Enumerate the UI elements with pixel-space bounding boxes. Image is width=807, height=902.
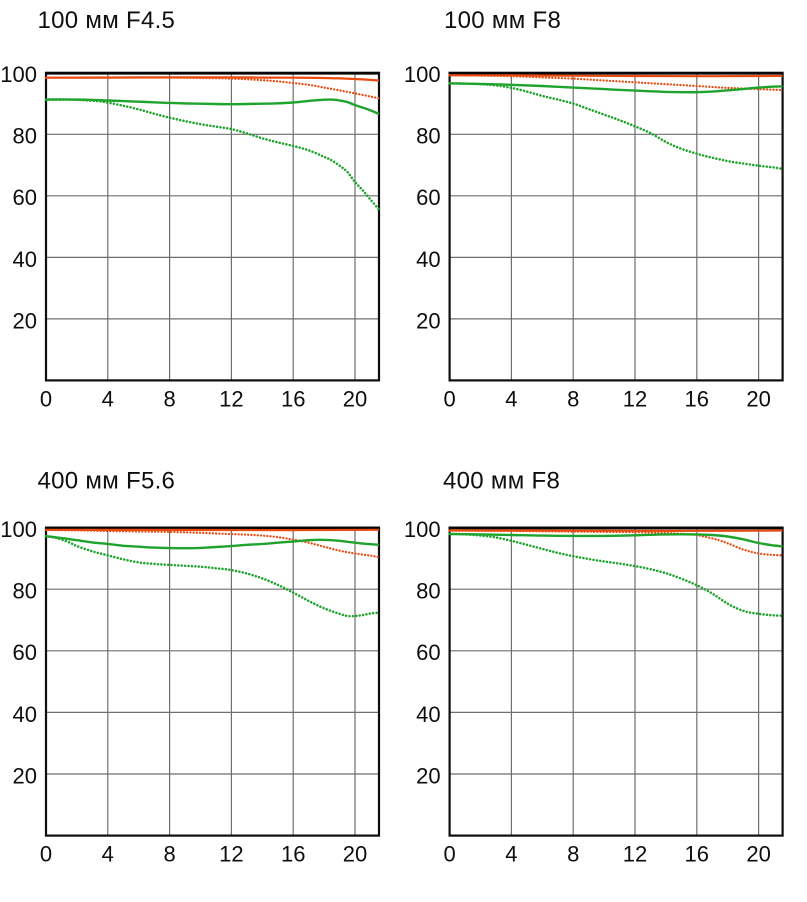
svg-text:100 мм F8: 100 мм F8 — [444, 7, 561, 34]
svg-text:100 мм F4.5: 100 мм F4.5 — [38, 7, 176, 34]
svg-text:0: 0 — [40, 842, 52, 867]
svg-text:400 мм F5.6: 400 мм F5.6 — [38, 467, 176, 494]
svg-text:20: 20 — [746, 842, 770, 867]
svg-text:0: 0 — [443, 842, 455, 867]
svg-text:8: 8 — [567, 842, 579, 867]
svg-text:4: 4 — [505, 386, 517, 411]
svg-text:20: 20 — [416, 763, 440, 788]
svg-text:80: 80 — [416, 579, 440, 604]
svg-text:8: 8 — [163, 386, 175, 411]
svg-text:0: 0 — [443, 386, 455, 411]
svg-text:20: 20 — [13, 308, 37, 333]
svg-text:60: 60 — [416, 185, 440, 210]
svg-text:80: 80 — [13, 579, 37, 604]
svg-text:60: 60 — [416, 640, 440, 665]
svg-text:40: 40 — [13, 702, 37, 727]
svg-text:4: 4 — [102, 842, 114, 867]
svg-text:20: 20 — [343, 386, 367, 411]
svg-text:80: 80 — [13, 124, 37, 149]
svg-text:0: 0 — [40, 386, 52, 411]
svg-text:4: 4 — [505, 842, 517, 867]
svg-text:8: 8 — [567, 386, 579, 411]
svg-text:20: 20 — [746, 386, 770, 411]
svg-text:20: 20 — [416, 308, 440, 333]
svg-text:60: 60 — [13, 185, 37, 210]
svg-text:20: 20 — [13, 763, 37, 788]
svg-text:60: 60 — [13, 640, 37, 665]
svg-text:80: 80 — [416, 124, 440, 149]
svg-text:12: 12 — [623, 386, 647, 411]
svg-text:16: 16 — [685, 842, 709, 867]
svg-text:16: 16 — [281, 842, 305, 867]
svg-text:16: 16 — [685, 386, 709, 411]
svg-text:16: 16 — [281, 386, 305, 411]
svg-text:100: 100 — [0, 62, 37, 87]
svg-text:40: 40 — [13, 247, 37, 272]
svg-text:4: 4 — [102, 386, 114, 411]
svg-text:100: 100 — [404, 62, 441, 87]
svg-text:12: 12 — [623, 842, 647, 867]
svg-text:100: 100 — [0, 517, 37, 542]
svg-text:20: 20 — [343, 842, 367, 867]
svg-text:12: 12 — [219, 386, 243, 411]
svg-text:100: 100 — [404, 517, 441, 542]
svg-text:40: 40 — [416, 247, 440, 272]
svg-text:40: 40 — [416, 702, 440, 727]
svg-text:12: 12 — [219, 842, 243, 867]
svg-text:400 мм F8: 400 мм F8 — [443, 467, 560, 494]
svg-text:8: 8 — [163, 842, 175, 867]
